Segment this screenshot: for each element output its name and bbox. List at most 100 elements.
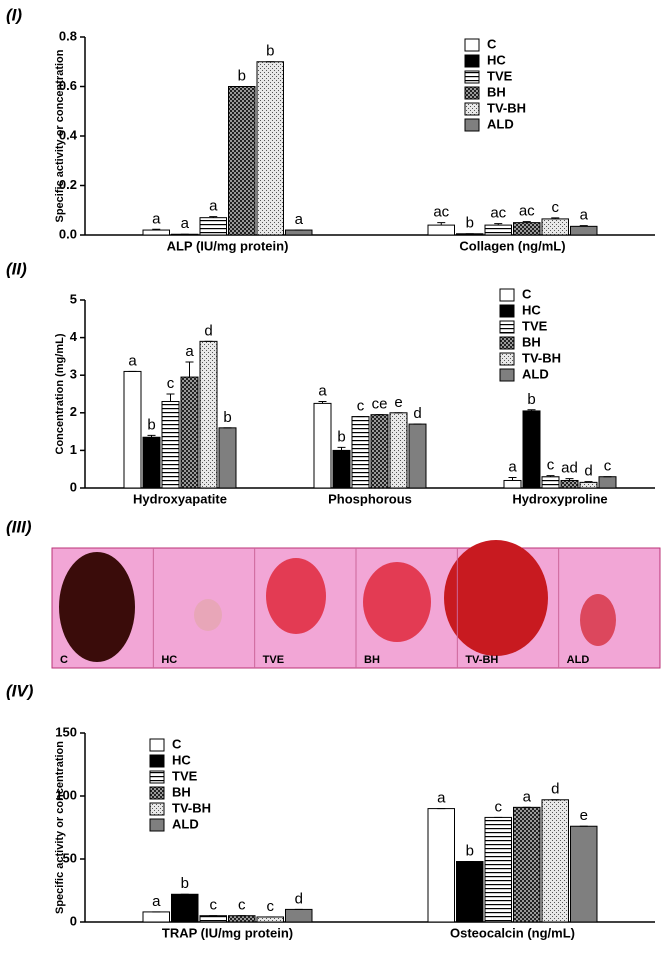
photo-label: HC <box>161 654 177 666</box>
error-bar <box>546 475 555 477</box>
error-bar <box>209 216 218 218</box>
legend-swatch <box>149 786 165 800</box>
bar <box>228 915 256 923</box>
significance-letter: ac <box>433 204 449 221</box>
bar <box>142 229 170 236</box>
bar <box>484 224 512 236</box>
tissue <box>194 599 222 631</box>
bar <box>285 908 313 923</box>
y-tick-label: 50 <box>63 850 77 865</box>
y-tick-label: 5 <box>70 291 77 306</box>
legend-swatch <box>149 754 165 768</box>
x-tick-label: Hydroxyapatite <box>133 491 227 506</box>
tissue <box>363 562 431 642</box>
bar <box>408 423 427 489</box>
error-bar <box>152 228 161 231</box>
photo-label: TVE <box>263 654 284 666</box>
significance-letter: a <box>437 790 446 807</box>
y-tick-label: 0.0 <box>59 226 77 241</box>
bar <box>285 229 313 236</box>
legend-label: C <box>172 736 182 751</box>
error-bar <box>185 361 194 378</box>
significance-letter: c <box>267 898 275 915</box>
legend-label: HC <box>487 52 506 67</box>
legend-swatch <box>149 802 165 816</box>
legend-label: TV-BH <box>522 350 561 365</box>
significance-letter: c <box>552 199 560 216</box>
bar <box>427 224 455 236</box>
significance-letter: a <box>152 893 161 910</box>
legend-label: C <box>522 286 532 301</box>
legend-label: TVE <box>522 318 548 333</box>
bar <box>598 476 617 489</box>
significance-letter: b <box>181 875 189 892</box>
error-bar <box>318 401 327 404</box>
bar <box>313 402 332 489</box>
significance-letter: a <box>128 352 137 369</box>
legend-label: TVE <box>172 768 198 783</box>
bar <box>541 218 569 236</box>
significance-letter: d <box>551 781 559 798</box>
significance-letter: a <box>185 343 194 360</box>
significance-letter: b <box>527 391 535 408</box>
x-tick-label: TRAP (IU/mg protein) <box>162 925 293 940</box>
bar <box>199 915 227 923</box>
error-bar <box>565 478 574 481</box>
legend-swatch <box>499 288 515 302</box>
legend-label: HC <box>172 752 191 767</box>
legend-swatch <box>499 352 515 366</box>
legend-swatch <box>149 818 165 832</box>
significance-letter: c <box>604 458 612 475</box>
y-tick-label: 0 <box>70 479 77 494</box>
significance-letter: b <box>147 416 155 433</box>
significance-letter: c <box>167 375 175 392</box>
tissue <box>580 594 616 646</box>
photo-label: ALD <box>567 654 590 666</box>
legend-swatch <box>464 102 480 116</box>
bar <box>123 370 142 489</box>
significance-letter: b <box>266 43 274 60</box>
legend-label: HC <box>522 302 541 317</box>
bar <box>456 861 484 923</box>
bar <box>570 825 598 923</box>
legend-swatch <box>464 118 480 132</box>
bar <box>370 414 389 489</box>
tissue <box>444 540 548 656</box>
legend-label: TV-BH <box>487 100 526 115</box>
significance-letter: a <box>580 207 589 224</box>
bar <box>142 911 170 923</box>
x-tick-label: Collagen (ng/mL) <box>459 238 565 253</box>
error-bar <box>166 393 175 402</box>
y-tick-label: 150 <box>55 724 77 739</box>
bar <box>218 427 237 489</box>
error-bar <box>437 222 446 226</box>
x-tick-label: ALP (IU/mg protein) <box>167 238 289 253</box>
legend-label: BH <box>172 784 191 799</box>
bar <box>484 816 512 923</box>
significance-letter: b <box>223 409 231 426</box>
legend-label: BH <box>487 84 506 99</box>
significance-letter: ad <box>561 460 578 477</box>
y-tick-label: 100 <box>55 787 77 802</box>
bar <box>570 225 598 236</box>
significance-letter: e <box>580 807 588 824</box>
y-tick-label: 0.6 <box>59 78 77 93</box>
bar <box>541 799 569 923</box>
y-tick-label: 0.2 <box>59 177 77 192</box>
tissue <box>266 558 326 634</box>
legend-swatch <box>499 320 515 334</box>
significance-letter: a <box>209 198 218 215</box>
legend-swatch <box>499 304 515 318</box>
y-axis-label: Concentration (mg/mL) <box>54 333 66 454</box>
bar <box>427 808 455 923</box>
error-bar <box>147 434 156 438</box>
significance-letter: a <box>181 215 190 232</box>
y-tick-label: 0.4 <box>59 127 78 142</box>
panel-label: (III) <box>6 517 32 536</box>
legend-label: TV-BH <box>172 800 211 815</box>
legend-swatch <box>499 368 515 382</box>
error-bar <box>527 409 536 411</box>
photo-label: C <box>60 654 68 666</box>
legend-label: TVE <box>487 68 513 83</box>
error-bar <box>522 221 531 223</box>
